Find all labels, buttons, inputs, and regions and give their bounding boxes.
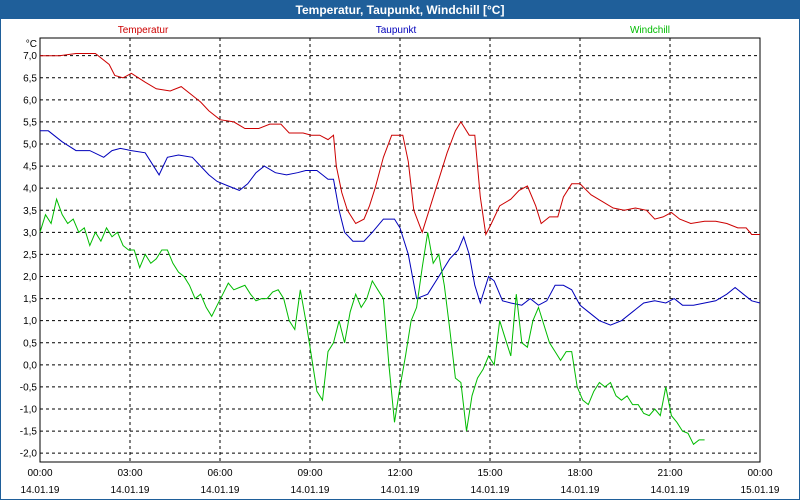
legend-label-taupunkt: Taupunkt: [376, 25, 417, 36]
y-tick-label-4: 5,0: [23, 140, 37, 151]
series-line-taupunkt: [40, 130, 761, 326]
x-tick-date-5: 14.01.19: [471, 485, 510, 496]
x-tick-time-3: 09:00: [297, 468, 322, 479]
series-line-windchill: [39, 197, 705, 446]
y-tick-label-10: 2,0: [23, 272, 37, 283]
x-tick-time-1: 03:00: [117, 468, 142, 479]
y-tick-label-1: 6,5: [23, 73, 37, 84]
x-tick-time-0: 00:00: [27, 468, 52, 479]
legend-label-temperatur: Temperatur: [118, 25, 169, 36]
y-tick-label-14: 0,0: [23, 360, 37, 371]
y-tick-label-9: 2,5: [23, 250, 37, 261]
y-tick-label-3: 5,5: [23, 117, 37, 128]
y-tick-label-7: 3,5: [23, 206, 37, 217]
y-unit-label: °C: [26, 39, 37, 50]
x-tick-time-7: 21:00: [657, 468, 682, 479]
x-tick-time-2: 06:00: [207, 468, 232, 479]
series-line-temperatur: [40, 53, 760, 237]
x-tick-date-1: 14.01.19: [111, 485, 150, 496]
x-tick-date-6: 14.01.19: [561, 485, 600, 496]
y-tick-label-17: -1,5: [20, 427, 38, 438]
x-tick-date-4: 14.01.19: [381, 485, 420, 496]
x-tick-time-4: 12:00: [387, 468, 412, 479]
y-tick-label-13: 0,5: [23, 338, 37, 349]
y-tick-label-8: 3,0: [23, 228, 37, 239]
x-tick-date-0: 14.01.19: [21, 485, 60, 496]
y-tick-label-15: -0,5: [20, 382, 38, 393]
y-tick-label-11: 1,5: [23, 294, 37, 305]
x-tick-date-3: 14.01.19: [291, 485, 330, 496]
y-tick-label-18: -2,0: [20, 449, 38, 460]
x-tick-time-8: 00:00: [747, 468, 772, 479]
y-tick-label-6: 4,0: [23, 184, 37, 195]
x-tick-date-2: 14.01.19: [201, 485, 240, 496]
x-tick-date-7: 14.01.19: [651, 485, 690, 496]
legend-label-windchill: Windchill: [630, 25, 670, 36]
x-tick-time-6: 18:00: [567, 468, 592, 479]
y-tick-label-2: 6,0: [23, 95, 37, 106]
x-tick-date-8: 15.01.19: [741, 485, 780, 496]
y-tick-label-5: 4,5: [23, 162, 37, 173]
y-tick-label-16: -1,0: [20, 405, 38, 416]
chart-title: Temperatur, Taupunkt, Windchill [°C]: [1, 1, 799, 19]
y-tick-label-0: 7,0: [23, 51, 37, 62]
x-tick-time-5: 15:00: [477, 468, 502, 479]
y-tick-label-12: 1,0: [23, 316, 37, 327]
